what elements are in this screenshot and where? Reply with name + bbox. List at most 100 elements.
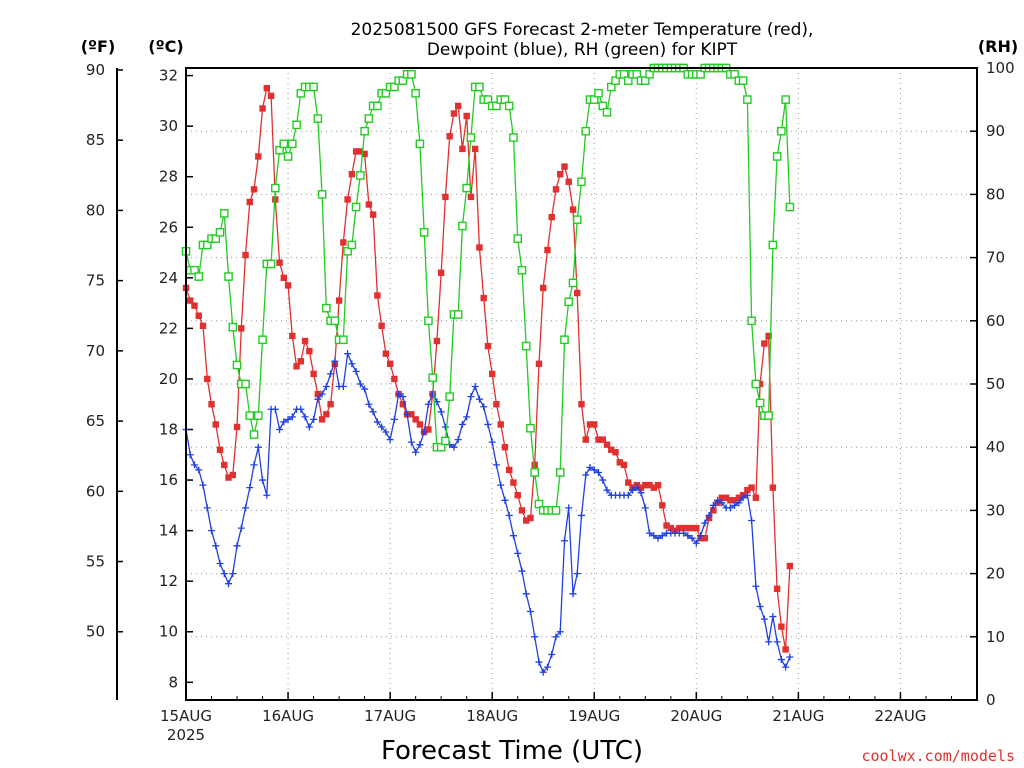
data-point — [756, 602, 764, 610]
data-point — [501, 496, 509, 504]
data-point — [646, 481, 653, 489]
data-point — [633, 484, 641, 492]
data-point — [250, 186, 258, 193]
data-point — [595, 436, 602, 443]
data-point — [288, 139, 297, 149]
data-point — [680, 529, 688, 537]
data-point — [769, 484, 777, 491]
data-point — [301, 413, 309, 421]
data-point — [692, 539, 700, 547]
data-point — [220, 570, 228, 578]
data-point — [514, 492, 521, 499]
data-point — [718, 499, 726, 507]
data-point — [266, 259, 276, 269]
data-point — [551, 506, 561, 515]
data-point — [581, 126, 591, 136]
data-point — [463, 112, 470, 120]
data-point — [365, 400, 373, 408]
data-point — [504, 101, 514, 111]
data-point — [429, 390, 437, 398]
data-point — [509, 532, 517, 540]
data-point — [344, 350, 352, 358]
data-point — [208, 527, 216, 535]
data-point — [233, 542, 241, 550]
data-point — [335, 297, 343, 304]
data-point — [378, 322, 385, 330]
data-point — [369, 211, 377, 218]
celsius-unit-label: (ºC) — [148, 37, 183, 56]
data-point — [786, 562, 794, 570]
data-point — [327, 401, 334, 408]
data-point — [586, 463, 594, 471]
data-point — [680, 524, 687, 532]
data-point — [351, 202, 361, 212]
data-point — [433, 337, 441, 345]
data-point — [246, 484, 254, 492]
data-point — [731, 497, 738, 504]
rh-tick-label: 30 — [986, 501, 1005, 519]
series-dewpoint — [182, 350, 794, 676]
data-point — [365, 201, 373, 208]
data-point — [561, 163, 568, 170]
series-temperature — [182, 85, 794, 653]
data-point — [199, 481, 207, 489]
data-point — [573, 570, 581, 578]
celsius-tick-label: 26 — [159, 218, 178, 236]
fahrenheit-tick-label: 50 — [86, 623, 105, 641]
time-tick-label: 19AUG — [568, 707, 620, 725]
data-point — [659, 502, 666, 509]
data-point — [297, 405, 305, 413]
data-point — [407, 70, 416, 79]
data-point — [574, 289, 581, 297]
celsius-axis: 8 10 12 14 16 18 20 22 24 26 28 30 32 — [159, 67, 193, 691]
data-point — [322, 383, 330, 391]
data-point — [292, 120, 301, 130]
data-point — [560, 335, 569, 345]
data-point — [705, 511, 713, 519]
time-tick-label: 15AUG — [160, 707, 212, 725]
time-tick-label: 18AUG — [466, 707, 518, 725]
data-point — [212, 421, 219, 428]
data-point — [259, 476, 267, 484]
data-point — [191, 461, 199, 469]
data-point — [591, 421, 598, 428]
data-point — [348, 170, 356, 178]
data-point — [764, 411, 773, 420]
data-point — [608, 446, 615, 453]
data-point — [688, 524, 696, 532]
data-point — [317, 190, 327, 199]
rh-tick-label: 20 — [986, 565, 1005, 583]
data-point — [569, 206, 577, 213]
data-point — [339, 335, 348, 345]
data-point — [475, 395, 483, 403]
data-point — [710, 507, 717, 514]
data-point — [314, 390, 322, 398]
data-point — [327, 370, 335, 378]
data-point — [467, 193, 475, 201]
data-point — [676, 524, 683, 532]
data-point — [263, 85, 271, 92]
data-point — [339, 383, 347, 391]
data-point — [722, 494, 730, 501]
rh-tick-label: 60 — [986, 312, 1005, 330]
data-point — [582, 436, 589, 443]
data-point — [646, 529, 654, 537]
data-point — [697, 532, 705, 540]
data-point — [782, 663, 790, 671]
data-point — [441, 423, 449, 431]
rh-tick-label: 70 — [986, 249, 1005, 267]
data-point — [492, 461, 500, 469]
data-point — [650, 484, 657, 491]
data-point — [276, 426, 284, 434]
data-point — [761, 340, 768, 347]
data-point — [564, 297, 574, 307]
data-point — [726, 504, 734, 512]
celsius-tick-label: 8 — [168, 673, 178, 691]
fahrenheit-tick-label: 90 — [86, 61, 105, 79]
data-point — [412, 448, 420, 456]
data-point — [441, 436, 450, 446]
data-point — [361, 150, 368, 158]
data-point — [599, 476, 607, 484]
data-point — [612, 449, 619, 456]
